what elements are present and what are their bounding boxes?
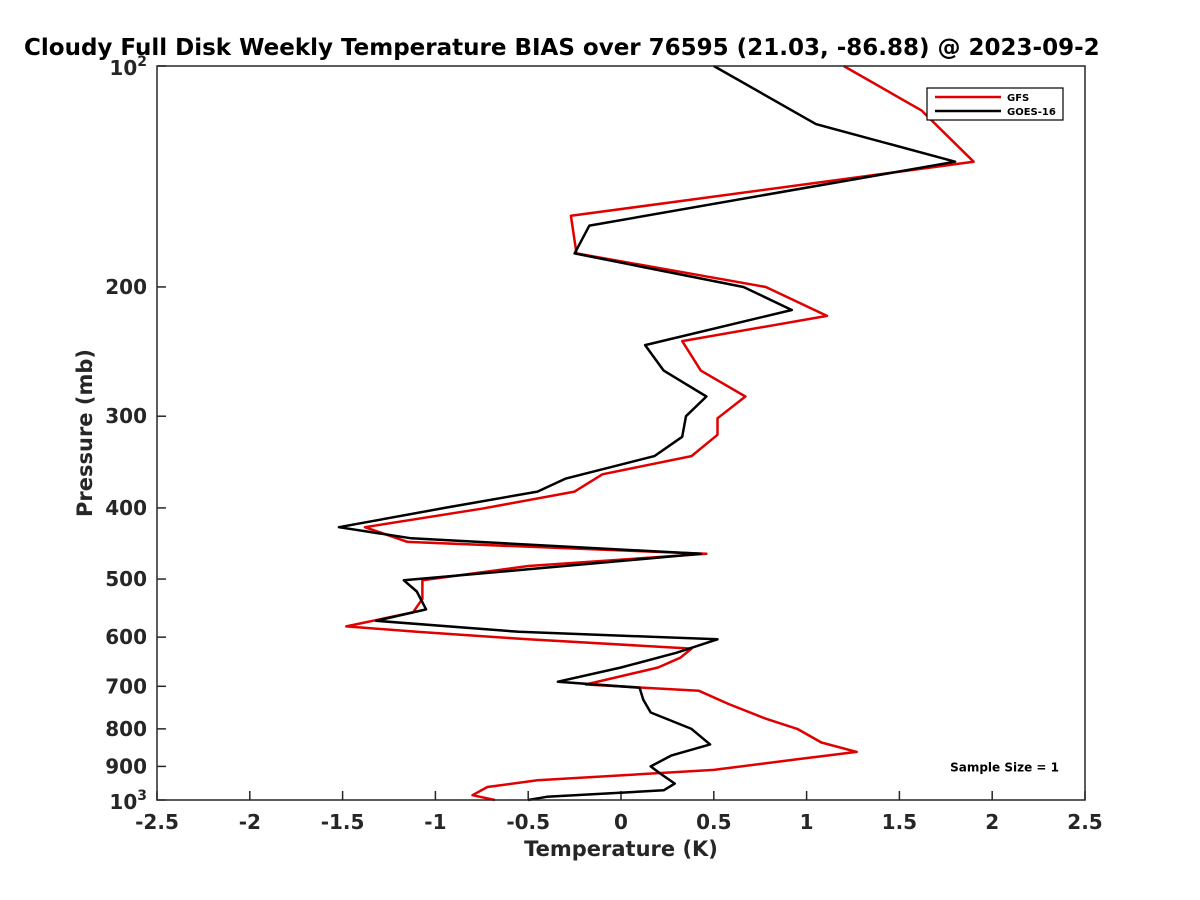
y-tick-label: 500	[105, 567, 147, 591]
y-tick-label: 400	[105, 496, 147, 520]
y-tick-label-bottom: 103	[109, 788, 147, 814]
sample-size-annotation: Sample Size = 1	[950, 760, 1059, 774]
series-line-gfs	[345, 64, 975, 802]
x-tick-label: -0.5	[506, 810, 550, 834]
plot-frame	[156, 65, 1086, 801]
x-tick-label: 1.5	[882, 810, 917, 834]
legend-label: GOES-16	[1007, 107, 1056, 118]
x-tick-label: -1.5	[321, 810, 365, 834]
y-tick-label-bottom-base: 10	[109, 790, 137, 814]
y-tick-label: 600	[105, 625, 147, 649]
y-tick-label: 300	[105, 404, 147, 428]
y-tick-label-top: 102	[109, 54, 147, 80]
x-tick-label: 2.5	[1067, 810, 1102, 834]
y-tick-label-top-exponent: 2	[137, 54, 147, 70]
series-layer	[337, 64, 975, 802]
y-axis-title: Pressure (mb)	[73, 349, 97, 517]
series-line-goes-16	[337, 64, 957, 802]
legend: GFS GOES-16	[926, 87, 1064, 121]
y-tick-label: 800	[105, 717, 147, 741]
legend-label: GFS	[1007, 93, 1029, 104]
y-tick-label-bottom-exponent: 3	[137, 788, 147, 804]
x-tick-label: -2.5	[135, 810, 179, 834]
x-tick-label: 2	[985, 810, 999, 834]
y-tick-label: 700	[105, 674, 147, 698]
x-axis-title: Temperature (K)	[524, 837, 718, 861]
chart-title: Cloudy Full Disk Weekly Temperature BIAS…	[24, 35, 1100, 61]
y-tick-label: 900	[105, 754, 147, 778]
x-tick-label: -2	[239, 810, 261, 834]
x-tick-label: -1	[424, 810, 446, 834]
x-tick-label: 0.5	[696, 810, 731, 834]
x-axis-ticks: -2.5 -2 -1.5 -1 -0.5 0 0.5 1 1.5 2 2.5	[135, 791, 1103, 834]
x-tick-label: 0	[614, 810, 628, 834]
y-tick-label-top-base: 10	[109, 56, 137, 80]
y-tick-label: 200	[105, 275, 147, 299]
legend-box	[926, 87, 1064, 121]
x-tick-label: 1	[800, 810, 814, 834]
